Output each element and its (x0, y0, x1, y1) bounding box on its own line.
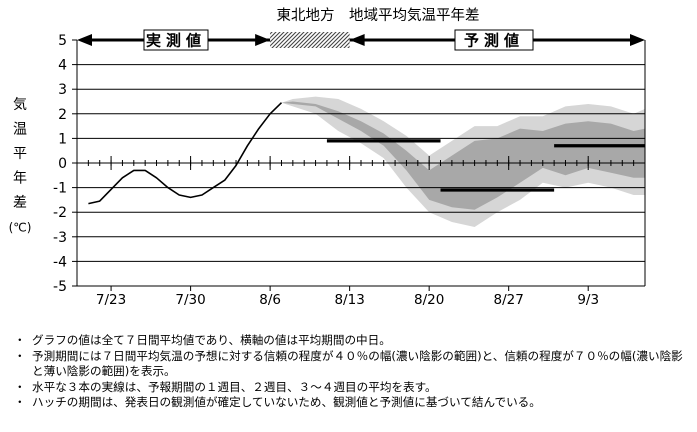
y-tick-label: 3 (58, 82, 67, 98)
data-lines (88, 102, 645, 205)
note-item: ・ハッチの期間は、発表日の観測値が確定していないため、観測値と予測値に基づいて結… (14, 395, 694, 411)
note-item: ・グラフの値は全て７日間平均値であり、横軸の値は平均期間の中日。 (14, 333, 694, 349)
y-axis-label-char: 温 (13, 122, 27, 138)
y-axis-label-char: (℃) (9, 221, 32, 235)
x-tick-labels: 7/23 7/30 8/6 8/13 8/20 8/27 9/3 (96, 292, 599, 308)
x-tick-label: 8/6 (259, 292, 281, 308)
chart-title: 東北地方 地域平均気温平年差 (277, 7, 480, 24)
note-item: ・予測期間には７日間平均気温の予想に対する信頼の程度が４０％の幅(濃い陰影の範囲… (14, 349, 694, 380)
y-tick-labels: 5 4 3 2 1 0 -1 -2 -3 -4 -5 (53, 33, 67, 295)
left-arrowhead (77, 34, 92, 46)
hatch-period (270, 32, 350, 48)
x-tick-label: 7/23 (96, 292, 126, 308)
y-tick-label: -2 (53, 205, 67, 221)
period-indicator: 実測値 予測値 (77, 29, 645, 51)
y-tick-label: -5 (53, 279, 67, 295)
note-text: 水平な３本の実線は、予報期間の１週目、２週目、３～４週目の平均を表す。 (32, 379, 437, 394)
y-axis-label-char: 年 (13, 171, 27, 187)
temperature-anomaly-chart: 東北地方 地域平均気温平年差 気温平年差 (℃) 実測値 予測値 5 4 3 2 1 0 -1 -… (9, 7, 646, 308)
forecast-left-arrowhead (349, 34, 365, 46)
note-bullet: ・ (14, 379, 26, 394)
y-axis-label-char: 気 (13, 97, 27, 113)
inner-confidence-band (281, 101, 645, 210)
y-tick-label: -3 (53, 230, 67, 246)
y-tick-label: 1 (58, 131, 67, 147)
y-axis-label-char: 差 (13, 195, 27, 211)
note-bullet: ・ (14, 348, 26, 363)
x-tick-label: 7/30 (175, 292, 205, 308)
y-axis-label-char: 平 (13, 146, 27, 162)
note-text: 予測期間には７日間平均気温の予想に対する信頼の程度が４０％の幅(濃い陰影の範囲)… (32, 348, 683, 379)
observed-label-box (143, 29, 209, 51)
right-arrowhead (630, 34, 645, 46)
y-tick-label: 2 (58, 107, 67, 123)
x-tick-label: 8/20 (414, 292, 444, 308)
y-tick-label: 5 (58, 33, 67, 49)
note-item: ・水平な３本の実線は、予報期間の１週目、２週目、３～４週目の平均を表す。 (14, 380, 694, 396)
x-tick-label: 8/27 (494, 292, 524, 308)
x-tick-label: 9/3 (577, 292, 599, 308)
axes (72, 39, 646, 291)
note-bullet: ・ (14, 333, 26, 347)
y-tick-label: -1 (53, 181, 67, 197)
y-tick-label: 0 (58, 156, 67, 172)
forecast-label: 予測値 (464, 32, 524, 50)
x-tick-label: 8/13 (334, 292, 364, 308)
y-tick-label: 4 (58, 58, 67, 74)
observed-line (88, 102, 283, 205)
chart-notes: ・グラフの値は全て７日間平均値であり、横軸の値は平均期間の中日。・予測期間には７… (14, 333, 694, 411)
y-tick-label: -4 (53, 254, 67, 270)
forecast-label-box (454, 29, 534, 51)
note-text: グラフの値は全て７日間平均値であり、横軸の値は平均期間の中日。 (32, 333, 391, 347)
note-bullet: ・ (14, 395, 26, 410)
y-axis-label: 気温平年差 (℃) (9, 97, 32, 235)
note-text: ハッチの期間は、発表日の観測値が確定していないため、観測値と予測値に基づいて結ん… (32, 395, 541, 410)
observed-arrowhead (255, 34, 271, 46)
observed-label: 実測値 (146, 32, 206, 50)
